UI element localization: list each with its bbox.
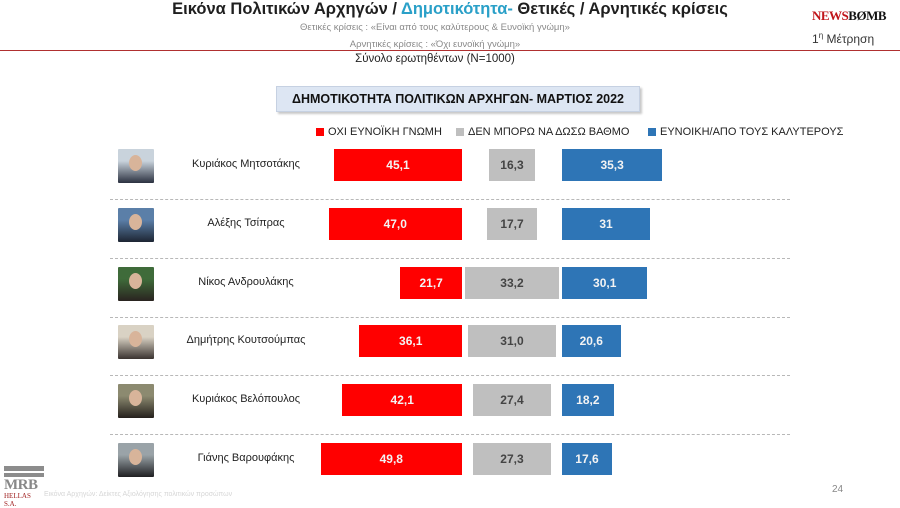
bar-neutral: 33,2 — [464, 266, 560, 299]
header-divider — [0, 50, 900, 51]
leader-name: Νίκος Ανδρουλάκης — [198, 275, 294, 288]
bar-neutral: 27,4 — [473, 384, 551, 417]
bar-neutral: 17,7 — [486, 207, 538, 240]
sample-size: Σύνολο ερωτηθέντων (N=1000) — [355, 53, 515, 65]
measure-text: Μέτρηση — [823, 32, 875, 46]
bar-neutral: 27,3 — [473, 443, 551, 475]
title-accent: Δημοτικότητα- — [400, 0, 513, 18]
mrb-logo-bar — [4, 473, 44, 477]
page-number: 24 — [832, 484, 844, 495]
bar-negative: 21,7 — [400, 266, 462, 299]
bar-negative: 45,1 — [333, 149, 462, 181]
legend-swatch-red — [316, 128, 324, 136]
bar-positive: 20,6 — [562, 325, 621, 358]
legend-swatch-grey — [456, 128, 464, 136]
bar-negative: 49,8 — [320, 443, 462, 475]
face-shape — [129, 155, 142, 171]
leader-name: Κυριάκος Βελόπουλος — [191, 393, 301, 406]
measurement-label: 1η Μέτρηση — [812, 31, 874, 46]
bar-positive: 35,3 — [562, 149, 663, 181]
legend-item-negative: ΟΧΙ ΕΥΝΟΪΚΗ ΓΝΩΜΗ — [316, 126, 442, 138]
face-shape — [129, 331, 142, 348]
bar-neutral: 31,0 — [467, 325, 556, 358]
face-shape — [129, 390, 142, 407]
measure-sup: η — [818, 31, 824, 40]
newsbomb-logo: NEWSBØMB — [812, 8, 887, 24]
bar-negative: 36,1 — [359, 325, 462, 358]
leader-photo — [118, 149, 154, 183]
mrb-logo-text: MRB — [4, 477, 38, 493]
row-separator — [110, 375, 790, 377]
mrb-logo-subtext: HELLAS S.A. — [4, 492, 31, 508]
subtitle-negative: Αρνητικές κρίσεις : «Όχι ευνοϊκή γνώμη» — [349, 39, 521, 50]
footnote: Εικόνα Αρχηγών: Δείκτες Αξιολόγησης πολι… — [44, 491, 233, 498]
legend-item-positive: ΕΥΝΟΙΚΗ/ΑΠΟ ΤΟΥΣ ΚΑΛΥΤΕΡΟΥΣ — [648, 126, 843, 138]
legend-swatch-blue — [648, 128, 656, 136]
row-separator — [110, 316, 790, 318]
legend-item-neutral: ΔΕΝ ΜΠΟΡΩ ΝΑ ΔΩΣΩ ΒΑΘΜΟ — [456, 126, 629, 138]
subtitle-positive: Θετικές κρίσεις : «Είναι από τους καλύτε… — [300, 22, 570, 33]
chart-title: ΔΗΜΟΤΙΚΟΤΗΤΑ ΠΟΛΙΤΙΚΩΝ ΑΡΧΗΓΩΝ- ΜΑΡΤΙΟΣ … — [276, 86, 640, 112]
bar-positive: 18,2 — [562, 384, 614, 417]
leader-photo — [118, 384, 154, 419]
row-separator — [110, 257, 790, 259]
face-shape — [129, 213, 142, 230]
legend-label: ΕΥΝΟΙΚΗ/ΑΠΟ ΤΟΥΣ ΚΑΛΥΤΕΡΟΥΣ — [660, 126, 844, 138]
face-shape — [129, 272, 142, 289]
leader-photo — [118, 207, 154, 242]
leader-name: Γιάνης Βαρουφάκης — [197, 452, 295, 464]
bar-positive: 31 — [562, 207, 651, 240]
legend-label: ΔΕΝ ΜΠΟΡΩ ΝΑ ΔΩΣΩ ΒΑΘΜΟ — [468, 126, 630, 138]
leader-photo — [118, 443, 154, 477]
measure-number: 1 — [812, 32, 819, 46]
mrb-logo-bar — [4, 466, 44, 471]
leader-name: Δημήτρης Κουτσούμπας — [186, 334, 306, 347]
bar-positive: 17,6 — [562, 443, 612, 475]
logo-text-news: NEWS — [812, 8, 849, 23]
row-separator — [110, 434, 790, 436]
title-part2: Θετικές / Αρνητικές κρίσεις — [512, 0, 728, 18]
slide-title: Εικόνα Πολιτικών Αρχηγών / Δημοτικότητα-… — [0, 0, 900, 19]
legend-label: ΟΧΙ ΕΥΝΟΪΚΗ ΓΝΩΜΗ — [328, 126, 442, 138]
leader-photo — [118, 266, 154, 301]
row-separator — [110, 199, 790, 200]
bar-negative: 42,1 — [342, 384, 462, 417]
leader-name: Αλέξης Τσίπρας — [207, 216, 285, 229]
bar-negative: 47,0 — [328, 207, 462, 240]
title-part1: Εικόνα Πολιτικών Αρχηγών / — [172, 0, 401, 18]
mrb-logo: MRB HELLAS S.A. — [4, 466, 44, 508]
logo-text-bomb: BØMB — [848, 8, 887, 23]
leader-name: Κυριάκος Μητσοτάκης — [192, 158, 300, 170]
bar-neutral: 16,3 — [488, 149, 536, 181]
leader-photo — [118, 325, 154, 360]
face-shape — [129, 449, 142, 465]
bar-positive: 30,1 — [562, 266, 648, 299]
